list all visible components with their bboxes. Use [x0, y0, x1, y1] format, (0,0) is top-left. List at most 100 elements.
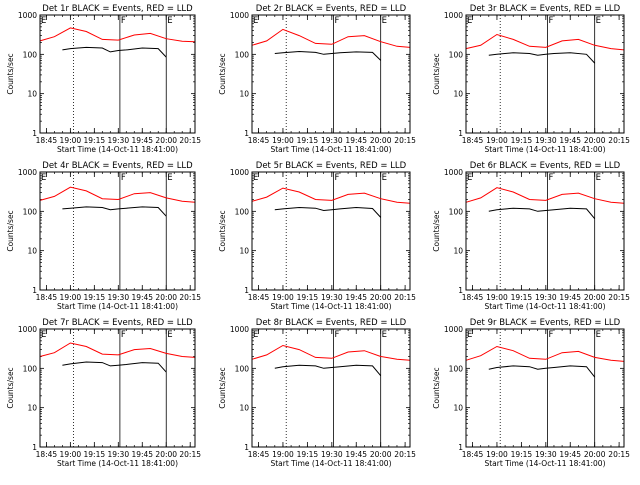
y-tick-label: 10 — [239, 90, 249, 99]
x-axis-label: Start Time (14-Oct-11 18:41:00) — [57, 302, 178, 311]
y-tick-label: 100 — [449, 207, 464, 216]
y-axis-label: Counts/sec — [6, 367, 15, 408]
corner-marker-label: E — [467, 173, 472, 183]
x-tick-label: 18:45 — [248, 450, 270, 459]
time-marker-label: E — [382, 330, 387, 340]
y-tick-label: 1000 — [230, 325, 249, 334]
corner-marker-label: E — [253, 16, 258, 26]
y-tick-label: 1000 — [230, 11, 249, 20]
time-marker-label: E — [596, 16, 601, 26]
lld-series-line — [251, 28, 411, 48]
x-tick-label: 19:45 — [131, 293, 153, 302]
chart-title: Det 5r BLACK = Events, RED = LLD — [256, 161, 407, 171]
y-axis-label: Counts/sec — [218, 210, 227, 251]
x-tick-label: 19:30 — [535, 293, 557, 302]
time-marker-label: F — [548, 173, 553, 183]
time-marker-label: E — [167, 173, 172, 183]
corner-marker-label: E — [253, 173, 258, 183]
x-tick-label: 20:15 — [608, 450, 630, 459]
y-axis-label: Counts/sec — [6, 210, 15, 251]
time-marker-label: F — [121, 16, 126, 26]
corner-marker-label: E — [467, 16, 472, 26]
plot-frame — [465, 171, 625, 291]
y-tick-label: 1 — [32, 286, 37, 295]
lld-series-line — [251, 187, 411, 204]
lld-series-line — [39, 27, 196, 43]
plot-frame — [39, 171, 196, 291]
plot-frame — [251, 14, 411, 134]
x-tick-label: 19:45 — [559, 293, 581, 302]
y-tick-label: 1 — [244, 443, 249, 452]
chart-title: Det 7r BLACK = Events, RED = LLD — [42, 318, 193, 328]
x-tick-label: 20:15 — [608, 293, 630, 302]
y-tick-label: 100 — [23, 207, 38, 216]
time-marker-label: F — [334, 330, 339, 340]
x-tick-label: 19:00 — [60, 136, 82, 145]
x-tick-label: 19:30 — [535, 136, 557, 145]
x-tick-label: 18:45 — [36, 293, 58, 302]
events-series-line — [488, 52, 596, 64]
lld-series-line — [251, 344, 411, 361]
lld-series-line — [465, 33, 625, 51]
x-tick-label: 19:45 — [345, 450, 367, 459]
lld-series-line — [39, 186, 196, 203]
x-tick-label: 18:45 — [462, 136, 484, 145]
y-tick-label: 100 — [449, 364, 464, 373]
x-tick-label: 19:15 — [511, 136, 533, 145]
x-tick-label: 19:15 — [84, 136, 106, 145]
y-tick-label: 1000 — [18, 325, 37, 334]
events-series-line — [62, 361, 167, 373]
x-tick-label: 20:15 — [394, 293, 416, 302]
plot-frame — [39, 328, 196, 448]
y-tick-label: 1000 — [444, 11, 463, 20]
x-tick-label: 19:00 — [60, 293, 82, 302]
time-marker-label: E — [167, 330, 172, 340]
x-tick-label: 19:30 — [107, 450, 129, 459]
x-tick-label: 19:15 — [297, 136, 319, 145]
y-tick-label: 100 — [449, 50, 464, 59]
x-axis-label: Start Time (14-Oct-11 18:41:00) — [270, 459, 391, 468]
time-marker-label: F — [121, 330, 126, 340]
chart-title: Det 3r BLACK = Events, RED = LLD — [470, 4, 621, 14]
corner-marker-label: E — [467, 330, 472, 340]
events-series-line — [488, 365, 596, 378]
time-marker-label: E — [382, 16, 387, 26]
x-tick-label: 18:45 — [462, 450, 484, 459]
y-axis-label: Counts/sec — [432, 53, 441, 94]
x-tick-label: 19:45 — [131, 136, 153, 145]
y-tick-label: 1000 — [230, 168, 249, 177]
y-tick-label: 10 — [27, 90, 37, 99]
chart-panel: 1 10 100 1000 18:45 19:00 19:15 19:30 19:45 20:00… — [432, 318, 630, 468]
x-tick-label: 19:00 — [272, 293, 294, 302]
x-tick-label: 19:15 — [511, 293, 533, 302]
y-tick-label: 10 — [453, 90, 463, 99]
y-tick-label: 100 — [235, 364, 250, 373]
x-tick-label: 20:00 — [584, 293, 606, 302]
chart-title: Det 1r BLACK = Events, RED = LLD — [42, 4, 193, 14]
x-tick-label: 20:00 — [584, 450, 606, 459]
events-series-line — [62, 46, 167, 58]
x-axis-label: Start Time (14-Oct-11 18:41:00) — [484, 459, 605, 468]
time-marker-label: E — [167, 16, 172, 26]
x-tick-label: 18:45 — [248, 136, 270, 145]
chart-title: Det 9r BLACK = Events, RED = LLD — [470, 318, 621, 328]
x-tick-label: 20:15 — [394, 136, 416, 145]
x-tick-label: 19:00 — [272, 450, 294, 459]
y-tick-label: 1 — [244, 286, 249, 295]
y-tick-label: 10 — [453, 247, 463, 256]
y-tick-label: 1 — [244, 129, 249, 138]
x-tick-label: 19:00 — [60, 450, 82, 459]
x-tick-label: 19:00 — [486, 136, 508, 145]
chart-panel: 1 10 100 1000 18:45 19:00 19:15 19:30 19:45 20:00… — [432, 4, 630, 154]
chart-panel: 1 10 100 1000 18:45 19:00 19:15 19:30 19:45 20:00… — [432, 161, 630, 311]
x-tick-label: 18:45 — [36, 136, 58, 145]
time-marker-label: F — [548, 16, 553, 26]
y-tick-label: 1000 — [444, 168, 463, 177]
events-series-line — [62, 206, 167, 217]
x-tick-label: 19:30 — [535, 450, 557, 459]
corner-marker-label: E — [253, 330, 258, 340]
x-tick-label: 18:45 — [462, 293, 484, 302]
lld-series-line — [465, 187, 625, 204]
chart-title: Det 8r BLACK = Events, RED = LLD — [256, 318, 407, 328]
x-tick-label: 19:15 — [297, 450, 319, 459]
